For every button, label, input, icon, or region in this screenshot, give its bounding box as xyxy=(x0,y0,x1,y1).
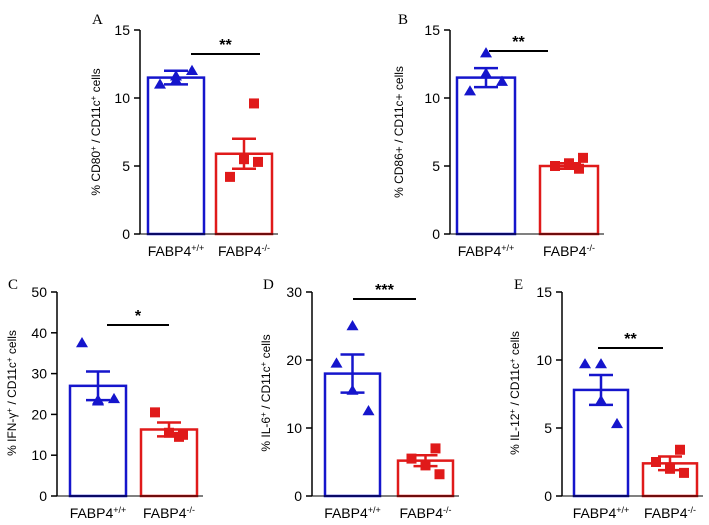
y-tick-label: 15 xyxy=(536,284,552,300)
bar-wildtype xyxy=(146,76,206,236)
y-tick-label: 10 xyxy=(286,420,302,436)
data-point-triangle xyxy=(92,395,104,406)
data-point-square xyxy=(239,154,249,165)
data-point-triangle xyxy=(346,320,359,331)
category-label: FABP4+/+ xyxy=(324,505,381,521)
panel-a: A 0 5 10 15 % CD80+ / CD11c+ cells FABP4+/+ FAB… xyxy=(89,12,278,259)
y-tick-label: 10 xyxy=(424,90,440,106)
data-point-triangle xyxy=(579,358,591,369)
significance-label: *** xyxy=(375,282,394,299)
significance-label: * xyxy=(135,308,142,325)
y-tick-label: 0 xyxy=(432,226,440,242)
category-label: FABP4-/- xyxy=(143,505,195,521)
data-point-square xyxy=(178,429,188,440)
category-label: FABP4-/- xyxy=(543,243,595,259)
significance-label: ** xyxy=(624,331,637,348)
y-tick-label: 15 xyxy=(424,22,440,38)
data-point-square xyxy=(665,463,675,474)
data-point-triangle xyxy=(170,74,182,85)
data-point-triangle xyxy=(480,47,492,58)
y-tick-label: 0 xyxy=(294,488,302,504)
data-point-triangle xyxy=(480,67,492,78)
data-point-square xyxy=(150,407,160,418)
y-tick-label: 0 xyxy=(39,488,47,504)
panel-letter: A xyxy=(92,12,103,28)
y-tick-label: 40 xyxy=(31,325,47,341)
data-point-triangle xyxy=(108,392,120,404)
bar-wildtype xyxy=(455,76,517,236)
y-tick-label: 15 xyxy=(114,22,130,38)
y-axis-label: % IFN-γ+ / CD11c+ cells xyxy=(5,330,20,456)
data-point-square xyxy=(164,427,174,438)
y-tick-label: 10 xyxy=(31,447,47,463)
y-axis-label: % IL-6+ / CD11c+ cells xyxy=(259,334,274,451)
data-point-square xyxy=(564,158,574,169)
y-tick-label: 30 xyxy=(31,366,47,382)
y-tick-label: 5 xyxy=(544,420,552,436)
panel-d: D 0 10 20 30 % IL-6+ / CD11c+ cells FABP4+/+ FA… xyxy=(259,277,459,521)
significance-label: ** xyxy=(219,37,232,54)
y-tick-label: 10 xyxy=(536,352,552,368)
data-point-square xyxy=(675,444,685,455)
panel-b: B 0 5 10 15 % CD86+ / CD11c+ cells FABP4+/+ FAB… xyxy=(392,12,604,259)
data-point-triangle xyxy=(76,337,88,348)
y-tick-label: 30 xyxy=(286,284,302,300)
panel-letter: D xyxy=(263,277,274,293)
y-axis-label: % CD86+ / CD11c+ cells xyxy=(392,66,406,198)
data-point-square xyxy=(574,163,584,174)
data-point-triangle xyxy=(464,85,476,96)
category-label: FABP4-/- xyxy=(399,505,451,521)
data-point-square xyxy=(434,469,445,480)
data-point-triangle xyxy=(154,78,166,89)
y-tick-label: 5 xyxy=(432,158,440,174)
data-point-square xyxy=(406,453,417,464)
category-label: FABP4+/+ xyxy=(573,505,630,521)
category-label: FABP4+/+ xyxy=(148,243,205,259)
data-point-square xyxy=(578,152,588,163)
category-label: FABP4-/- xyxy=(218,243,270,259)
category-label: FABP4+/+ xyxy=(70,505,127,521)
data-point-triangle xyxy=(330,357,343,368)
data-point-triangle xyxy=(611,417,623,429)
data-point-square xyxy=(550,161,560,171)
panel-letter: C xyxy=(8,277,18,293)
y-tick-label: 0 xyxy=(544,488,552,504)
data-point-triangle xyxy=(595,394,607,405)
data-point-triangle xyxy=(362,405,375,416)
panel-e: E 0 5 10 15 % IL-12+ / CD11c+ cells FABP4+/+ FA… xyxy=(508,277,703,521)
data-point-square xyxy=(249,98,259,109)
y-axis-label: % CD80+ / CD11c+ cells xyxy=(89,68,104,195)
y-tick-label: 5 xyxy=(122,158,130,174)
data-point-square xyxy=(225,171,235,182)
bar-knockout xyxy=(139,428,199,498)
panel-letter: B xyxy=(398,12,408,28)
data-point-square xyxy=(679,467,689,478)
y-axis-label: % IL-12+ / CD11c+ cells xyxy=(508,331,523,455)
bar-knockout xyxy=(538,164,600,236)
data-point-triangle xyxy=(346,384,359,395)
y-tick-label: 20 xyxy=(286,352,302,368)
y-tick-label: 10 xyxy=(114,90,130,106)
data-point-square xyxy=(420,460,431,471)
data-point-triangle xyxy=(496,75,508,86)
y-tick-label: 0 xyxy=(122,226,130,242)
category-label: FABP4+/+ xyxy=(458,243,515,259)
data-point-square xyxy=(253,156,263,167)
data-point-triangle xyxy=(595,358,607,369)
significance-label: ** xyxy=(512,34,525,51)
data-point-square xyxy=(430,443,441,454)
data-point-square xyxy=(651,457,661,467)
y-tick-label: 50 xyxy=(31,284,47,300)
category-label: FABP4-/- xyxy=(644,505,696,521)
panel-c: C 0 10 20 30 40 50 % IFN-γ+ / CD11c+ cells FABP4… xyxy=(5,277,203,521)
panel-letter: E xyxy=(514,277,523,293)
data-point-triangle xyxy=(186,64,198,75)
y-tick-label: 20 xyxy=(31,406,47,422)
